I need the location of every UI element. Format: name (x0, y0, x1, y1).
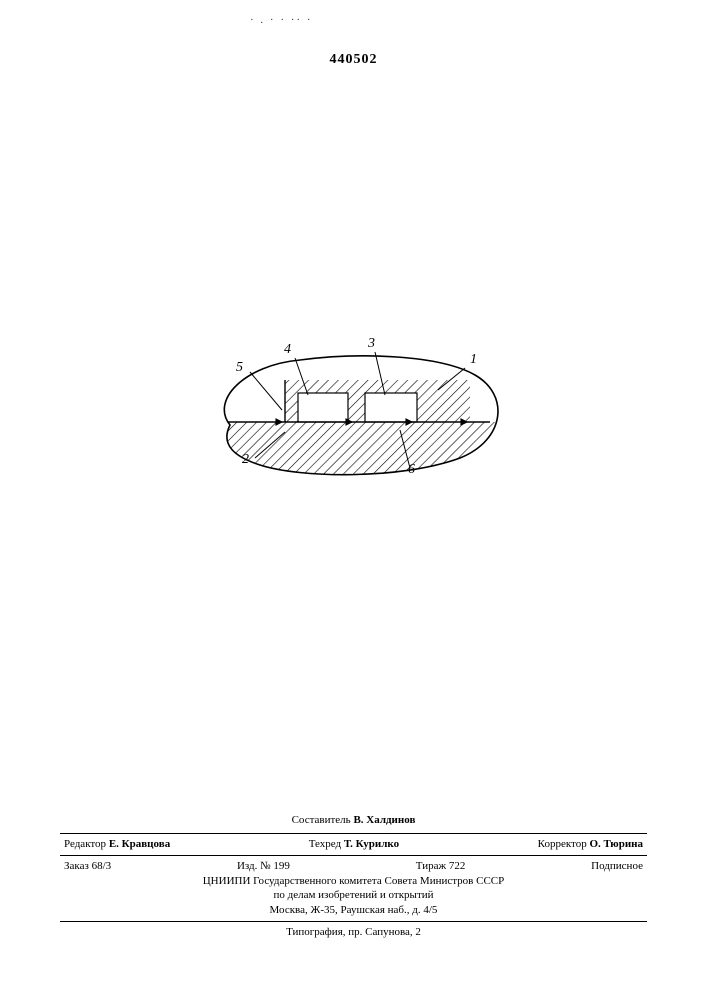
divider-3 (60, 921, 647, 922)
callout-6: 6 (408, 462, 415, 478)
izd-value: 199 (273, 860, 290, 872)
divider-1 (60, 833, 647, 834)
subscription: Подписное (591, 859, 643, 874)
footer-block: Составитель В. Халдинов Редактор Е. Крав… (60, 813, 647, 940)
order-label: Заказ (64, 860, 89, 872)
callout-4: 4 (284, 342, 291, 358)
corrector-label: Корректор (538, 838, 587, 850)
org-line-2: по делам изобретений и открытий (60, 888, 647, 903)
composer-name: В. Халдинов (353, 814, 415, 826)
callout-2: 2 (242, 452, 249, 468)
cavity-right (365, 393, 417, 422)
corrector-name: О. Тюрина (589, 838, 643, 850)
print-line: Типография, пр. Сапунова, 2 (60, 925, 647, 940)
composer-label: Составитель (292, 814, 351, 826)
divider-2 (60, 855, 647, 856)
callout-5: 5 (236, 360, 243, 376)
org-line-1: ЦНИИПИ Государственного комитета Совета … (60, 874, 647, 889)
callout-1: 1 (470, 352, 477, 368)
editor-label: Редактор (64, 838, 106, 850)
tech-label: Техред (309, 838, 341, 850)
order-value: 68/3 (92, 860, 112, 872)
callout-3: 3 (368, 336, 375, 352)
tirazh-value: 722 (449, 860, 466, 872)
tech-name: Т. Курилко (344, 838, 399, 850)
hatch-lower (210, 422, 510, 492)
patent-figure: 1 3 4 5 2 6 (190, 330, 520, 500)
editor-name: Е. Кравцова (109, 838, 170, 850)
cavity-left (298, 393, 348, 422)
address-line: Москва, Ж-35, Раушская наб., д. 4/5 (60, 903, 647, 918)
izd-label: Изд. № (237, 860, 271, 872)
tirazh-label: Тираж (416, 860, 446, 872)
scan-speckle: · . · · ·· · (250, 14, 312, 26)
document-number: 440502 (0, 52, 707, 68)
